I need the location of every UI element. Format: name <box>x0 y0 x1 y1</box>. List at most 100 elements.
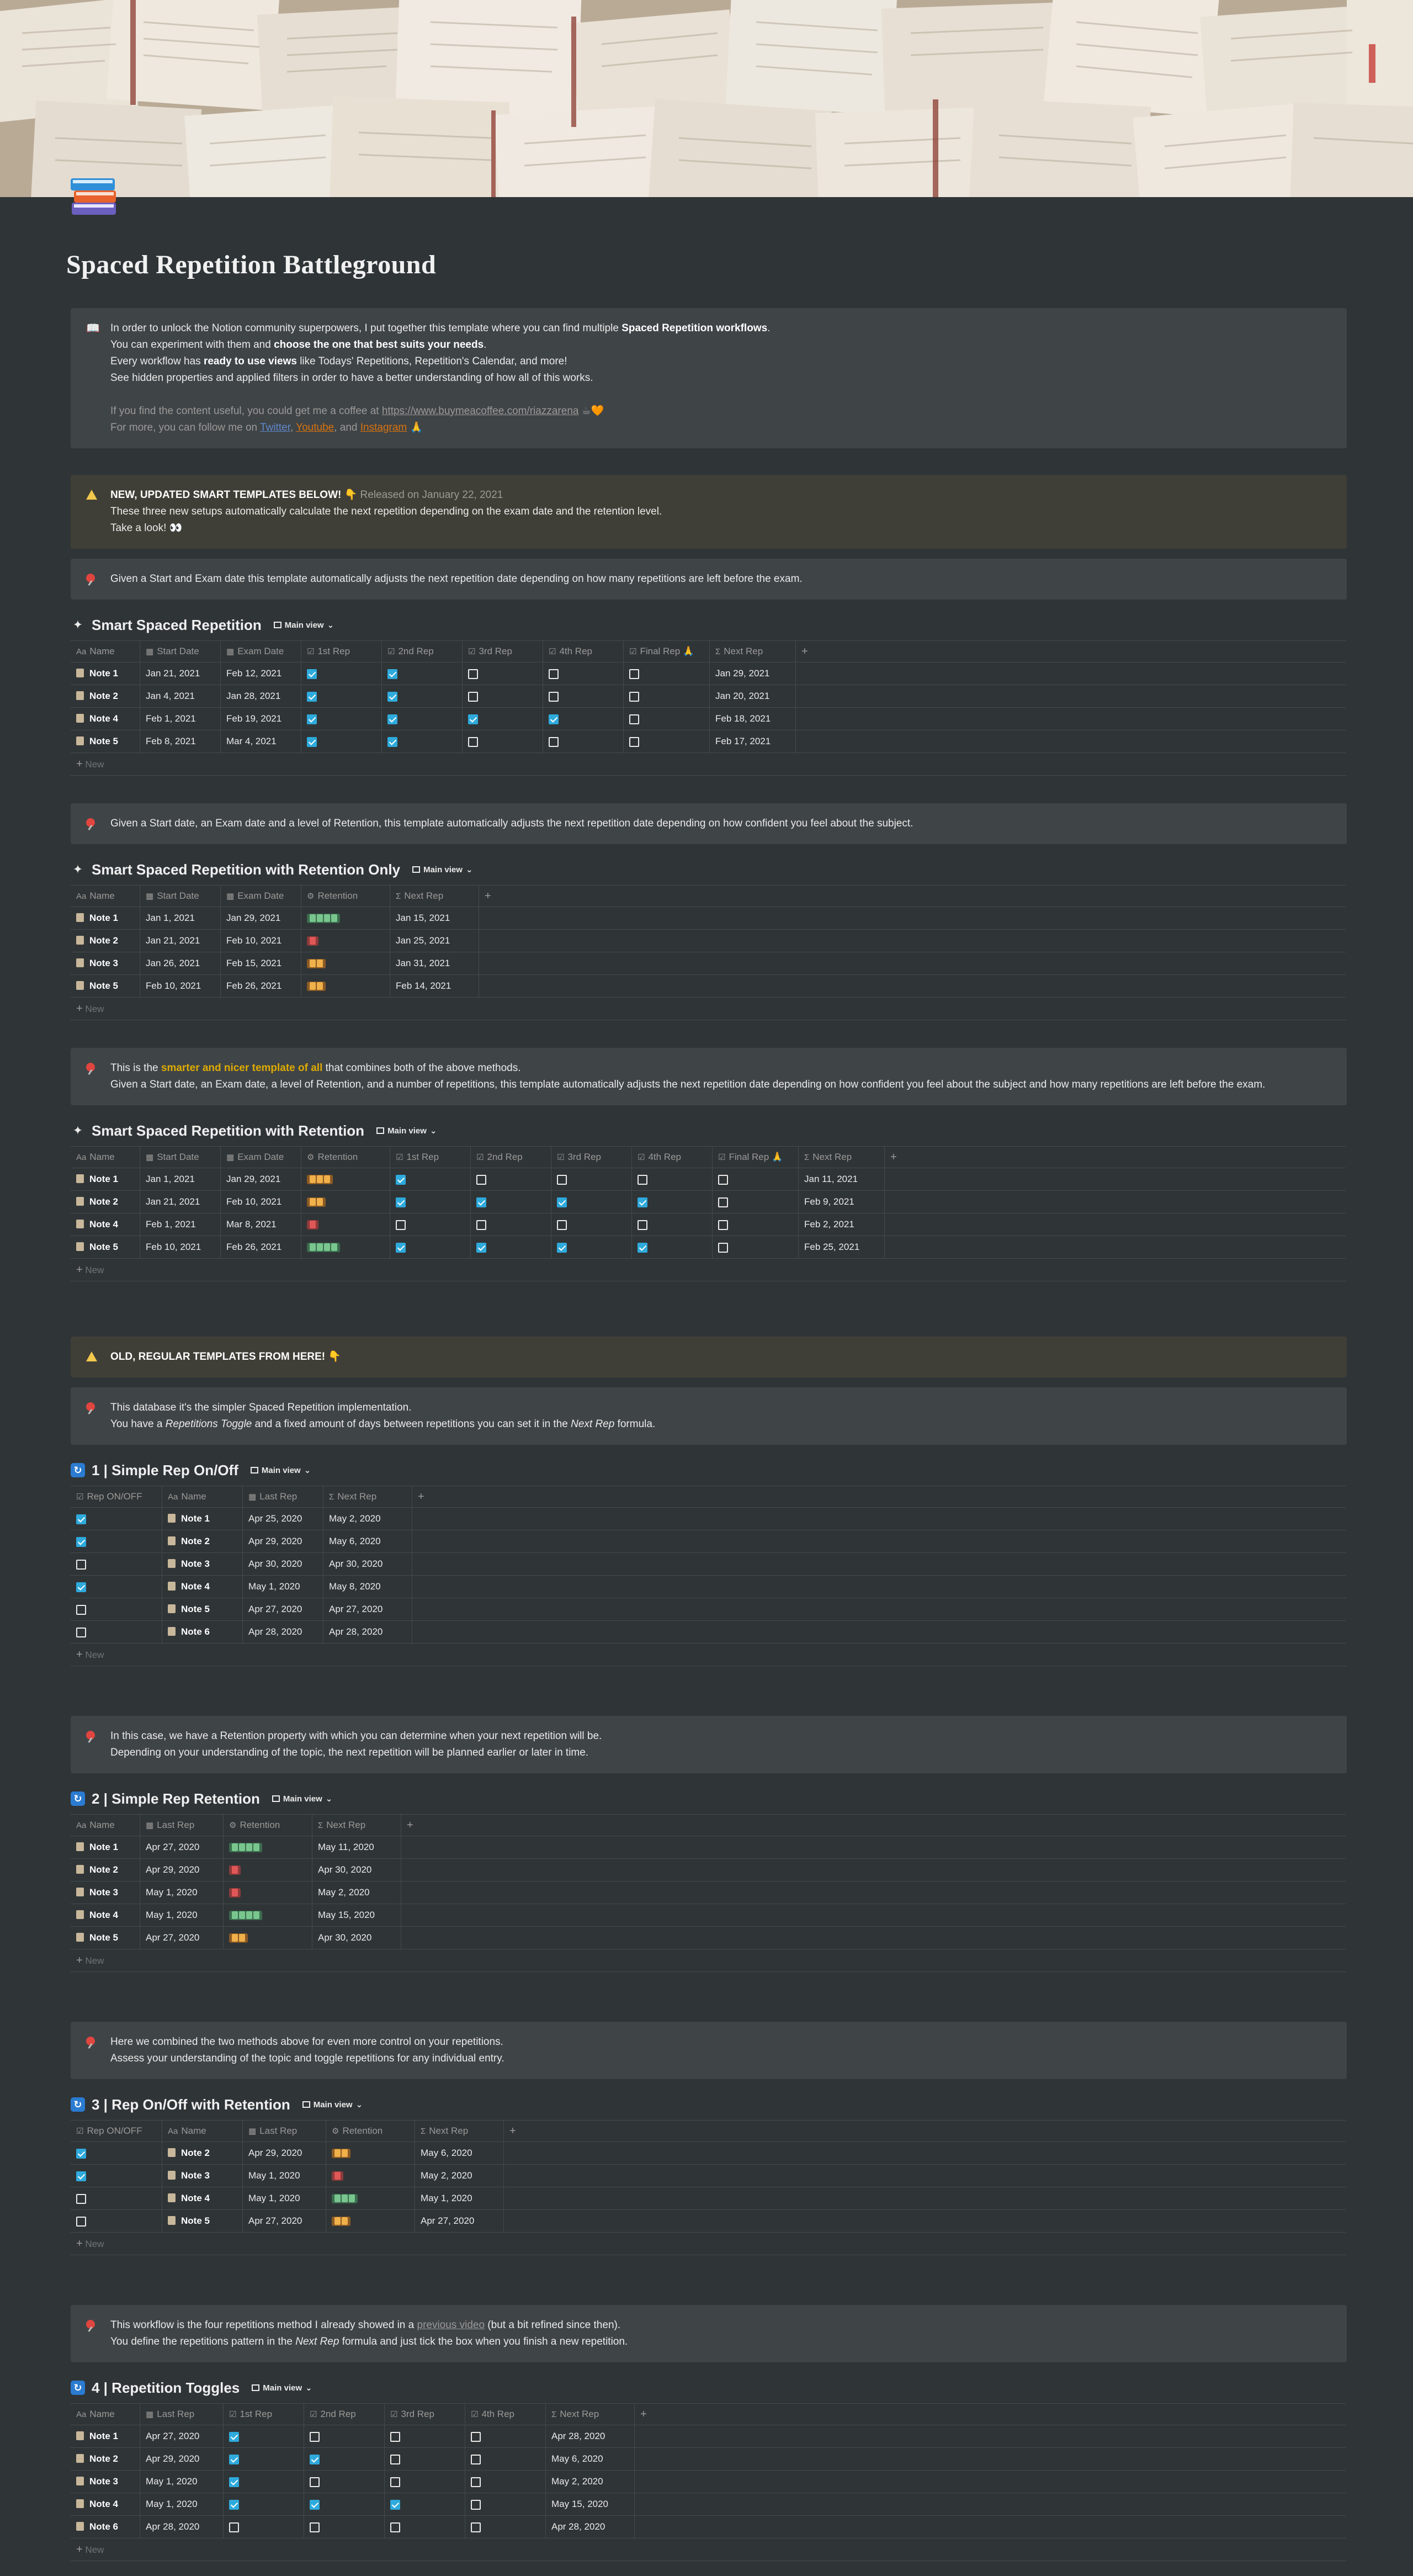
column-header[interactable]: ☑ Rep ON/OFF <box>71 1486 162 1508</box>
checked-checkbox-icon[interactable] <box>387 736 397 747</box>
checkbox-cell[interactable] <box>71 1552 162 1576</box>
checked-checkbox-icon[interactable] <box>396 1242 406 1253</box>
checkbox-cell[interactable] <box>623 685 710 708</box>
retention-cell[interactable] <box>301 974 390 998</box>
column-header[interactable]: ☑ 2nd Rep <box>381 640 463 662</box>
add-column-button[interactable]: + <box>401 1814 1346 1836</box>
checkbox-cell[interactable] <box>304 2493 385 2516</box>
checkbox-cell[interactable] <box>543 707 624 730</box>
checkbox-cell[interactable] <box>465 2493 546 2516</box>
checkbox-cell[interactable] <box>301 685 382 708</box>
column-header[interactable]: ☑ 1st Rep <box>390 1146 471 1168</box>
checked-checkbox-icon[interactable] <box>229 2499 239 2510</box>
unchecked-checkbox-icon[interactable] <box>557 1220 567 1230</box>
unchecked-checkbox-icon[interactable] <box>310 2477 320 2487</box>
table-row[interactable]: Note 1 Jan 21, 2021 Feb 12, 2021 Jan 29, 20… <box>71 662 1346 685</box>
retention-cell[interactable] <box>301 1236 390 1259</box>
unchecked-checkbox-icon[interactable] <box>76 1604 86 1615</box>
name-cell[interactable]: Note 3 <box>71 2470 140 2493</box>
checkbox-cell[interactable] <box>381 707 463 730</box>
column-header[interactable]: ☑ 2nd Rep <box>470 1146 551 1168</box>
intro-callout[interactable]: 📖 In order to unlock the Notion communit… <box>71 308 1347 448</box>
checkbox-cell[interactable] <box>390 1213 471 1236</box>
table-row[interactable]: Note 2 Apr 29, 2020 May 6, 2020 <box>71 1530 1346 1553</box>
checkbox-cell[interactable] <box>551 1213 632 1236</box>
column-header[interactable]: Σ Next Rep <box>323 1486 412 1508</box>
column-header[interactable]: ⚙ Retention <box>326 2120 415 2142</box>
checkbox-cell[interactable] <box>223 2425 304 2448</box>
checked-checkbox-icon[interactable] <box>76 2148 86 2159</box>
table-row[interactable]: Note 2 Jan 4, 2021 Jan 28, 2021 Jan 20, 202… <box>71 685 1346 708</box>
checkbox-cell[interactable] <box>465 2447 546 2471</box>
checkbox-cell[interactable] <box>465 2425 546 2448</box>
name-cell[interactable]: Note 2 <box>162 2142 243 2165</box>
column-header[interactable]: Aa Name <box>162 1486 243 1508</box>
checkbox-cell[interactable] <box>551 1168 632 1191</box>
unchecked-checkbox-icon[interactable] <box>629 669 639 679</box>
retention-cell[interactable] <box>223 1881 312 1904</box>
column-header[interactable]: ☑ 1st Rep <box>223 2403 304 2425</box>
checked-checkbox-icon[interactable] <box>229 2454 239 2464</box>
name-cell[interactable]: Note 2 <box>71 929 140 952</box>
table-row[interactable]: Note 2 Jan 21, 2021 Feb 10, 2021 Feb 9, 202… <box>71 1190 1346 1213</box>
name-cell[interactable]: Note 2 <box>71 1190 140 1213</box>
checkbox-cell[interactable] <box>71 1575 162 1598</box>
checkbox-cell[interactable] <box>712 1190 799 1213</box>
checkbox-cell[interactable] <box>381 730 463 753</box>
database-title[interactable]: 1 | Simple Rep On/Off <box>92 1461 238 1478</box>
column-header[interactable]: Σ Next Rep <box>798 1146 885 1168</box>
checked-checkbox-icon[interactable] <box>307 714 317 724</box>
view-switcher[interactable]: Main view ⌄ <box>250 1465 311 1475</box>
column-header[interactable]: ☑ 3rd Rep <box>384 2403 465 2425</box>
checkbox-cell[interactable] <box>384 2447 465 2471</box>
database-title[interactable]: Smart Spaced Repetition <box>92 616 262 633</box>
column-header[interactable]: ☑ 3rd Rep <box>551 1146 632 1168</box>
column-header[interactable]: ☑ Final Rep 🙏 <box>712 1146 799 1168</box>
name-cell[interactable]: Note 6 <box>71 2515 140 2538</box>
name-cell[interactable]: Note 4 <box>71 1904 140 1927</box>
checkbox-cell[interactable] <box>381 662 463 685</box>
new-row-button[interactable]: + New <box>71 753 1347 776</box>
checkbox-cell[interactable] <box>631 1190 713 1213</box>
checkbox-cell[interactable] <box>71 2187 162 2210</box>
checkbox-cell[interactable] <box>223 2493 304 2516</box>
checked-checkbox-icon[interactable] <box>476 1242 486 1253</box>
new-templates-callout[interactable]: NEW, UPDATED SMART TEMPLATES BELOW! 👇 Re… <box>71 475 1347 549</box>
unchecked-checkbox-icon[interactable] <box>549 691 559 702</box>
checkbox-cell[interactable] <box>543 730 624 753</box>
table-row[interactable]: Note 6 Apr 28, 2020 Apr 28, 2020 <box>71 2515 1346 2538</box>
column-header[interactable]: Σ Next Rep <box>390 885 479 907</box>
unchecked-checkbox-icon[interactable] <box>471 2454 481 2464</box>
unchecked-checkbox-icon[interactable] <box>471 2499 481 2510</box>
name-cell[interactable]: Note 1 <box>71 1836 140 1859</box>
unchecked-checkbox-icon[interactable] <box>76 1627 86 1637</box>
unchecked-checkbox-icon[interactable] <box>396 1220 406 1230</box>
checkbox-cell[interactable] <box>712 1168 799 1191</box>
checkbox-cell[interactable] <box>384 2493 465 2516</box>
unchecked-checkbox-icon[interactable] <box>310 2522 320 2532</box>
page-title[interactable]: Spaced Repetition Battleground <box>66 250 437 279</box>
add-column-button[interactable]: + <box>884 1146 1346 1168</box>
column-header[interactable]: ☑ 3rd Rep <box>462 640 543 662</box>
name-cell[interactable]: Note 5 <box>71 1236 140 1259</box>
checked-checkbox-icon[interactable] <box>310 2454 320 2464</box>
column-header[interactable]: Aa Name <box>71 1146 140 1168</box>
table-row[interactable]: Note 1 Apr 27, 2020 Apr 28, 2020 <box>71 2425 1346 2448</box>
checkbox-cell[interactable] <box>304 2515 385 2538</box>
retention-cell[interactable] <box>223 1904 312 1927</box>
column-header[interactable]: ▦ Start Date <box>140 885 221 907</box>
table-row[interactable]: Note 4 Feb 1, 2021 Mar 8, 2021 Feb 2, 2021 <box>71 1213 1346 1236</box>
view-switcher[interactable]: Main view ⌄ <box>272 1794 332 1804</box>
retention-cell[interactable] <box>326 2187 415 2210</box>
column-header[interactable]: ☑ 2nd Rep <box>304 2403 385 2425</box>
table-row[interactable]: Note 5 Feb 10, 2021 Feb 26, 2021 Feb 25, 20… <box>71 1236 1346 1259</box>
column-header[interactable]: ⚙ Retention <box>301 1146 390 1168</box>
table-row[interactable]: Note 1 Apr 27, 2020 May 11, 2020 <box>71 1836 1346 1859</box>
checkbox-cell[interactable] <box>623 730 710 753</box>
unchecked-checkbox-icon[interactable] <box>718 1220 728 1230</box>
old-templates-callout[interactable]: OLD, REGULAR TEMPLATES FROM HERE! 👇 <box>71 1337 1347 1377</box>
checked-checkbox-icon[interactable] <box>387 714 397 724</box>
retention-cell[interactable] <box>301 952 390 975</box>
unchecked-checkbox-icon[interactable] <box>468 736 478 747</box>
youtube-link[interactable]: Youtube <box>296 422 334 433</box>
